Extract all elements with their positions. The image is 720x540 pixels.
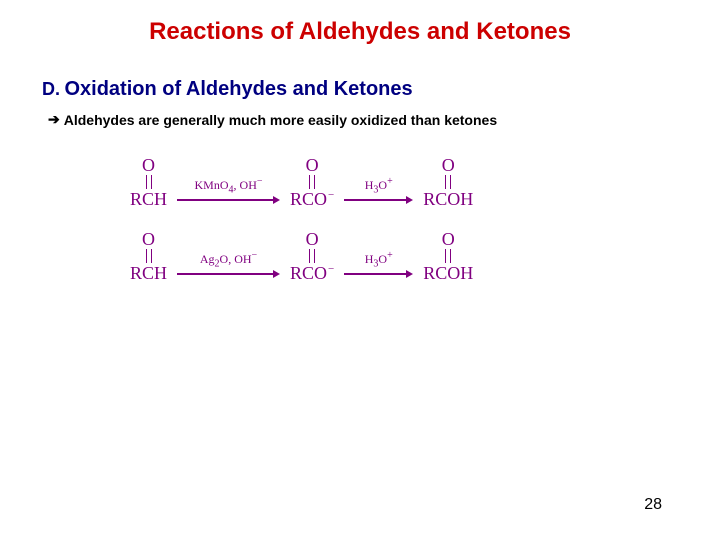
mol-base: RCH bbox=[130, 190, 167, 208]
mol-carboxylate-1: O RCO− bbox=[290, 156, 334, 208]
mol-oxygen: O bbox=[306, 230, 319, 248]
arrow-label-kmno4: KMnO4, OH− bbox=[195, 176, 263, 195]
slide-title: Reactions of Aldehydes and Ketones bbox=[0, 0, 720, 46]
mol-carboxylate-2: O RCO− bbox=[290, 230, 334, 282]
mol-oxygen: O bbox=[142, 230, 155, 248]
reaction-arrow-1b: H3O+ bbox=[344, 176, 413, 204]
section-heading: Oxidation of Aldehydes and Ketones bbox=[64, 78, 412, 100]
arrow-head-icon bbox=[406, 270, 413, 278]
arrow-icon bbox=[177, 270, 280, 278]
mol-aldehyde-1: O RCH bbox=[130, 156, 167, 208]
bullet-text: Aldehydes are generally much more easily… bbox=[64, 112, 497, 128]
section-letter: D. bbox=[42, 79, 60, 99]
double-bond-icon bbox=[146, 249, 152, 263]
mol-base: RCH bbox=[130, 264, 167, 282]
arrow-label-h3o: H3O+ bbox=[365, 250, 393, 269]
arrow-label-ag2o: Ag2O, OH− bbox=[200, 250, 257, 269]
reaction-row-2: O RCH Ag2O, OH− O RCO− H3O+ bbox=[130, 230, 720, 282]
arrow-head-icon bbox=[406, 196, 413, 204]
arrow-head-icon bbox=[273, 270, 280, 278]
mol-base: RCOH bbox=[423, 264, 473, 282]
mol-base: RCO− bbox=[290, 264, 334, 282]
arrow-icon bbox=[344, 196, 413, 204]
arrow-stem bbox=[177, 273, 273, 274]
mol-oxygen: O bbox=[142, 156, 155, 174]
mol-base: RCOH bbox=[423, 190, 473, 208]
double-bond-icon bbox=[445, 175, 451, 189]
reaction-schemes: O RCH KMnO4, OH− O RCO− H3O+ bbox=[0, 156, 720, 282]
mol-aldehyde-2: O RCH bbox=[130, 230, 167, 282]
page-number: 28 bbox=[644, 496, 662, 514]
bullet-row: ➔ Aldehydes are generally much more easi… bbox=[0, 111, 720, 128]
reaction-arrow-1a: KMnO4, OH− bbox=[177, 176, 280, 204]
arrow-stem bbox=[344, 273, 406, 274]
arrow-icon bbox=[177, 196, 280, 204]
mol-base: RCO− bbox=[290, 190, 334, 208]
double-bond-icon bbox=[445, 249, 451, 263]
reaction-arrow-2b: H3O+ bbox=[344, 250, 413, 278]
mol-carboxylic-acid-2: O RCOH bbox=[423, 230, 473, 282]
section-d: D. Oxidation of Aldehydes and Ketones bbox=[0, 78, 720, 101]
mol-oxygen: O bbox=[442, 156, 455, 174]
arrow-head-icon bbox=[273, 196, 280, 204]
bullet-arrow-icon: ➔ bbox=[48, 111, 60, 128]
double-bond-icon bbox=[146, 175, 152, 189]
double-bond-icon bbox=[309, 249, 315, 263]
double-bond-icon bbox=[309, 175, 315, 189]
reaction-arrow-2a: Ag2O, OH− bbox=[177, 250, 280, 278]
arrow-icon bbox=[344, 270, 413, 278]
arrow-label-h3o: H3O+ bbox=[365, 176, 393, 195]
mol-oxygen: O bbox=[442, 230, 455, 248]
arrow-stem bbox=[344, 199, 406, 200]
reaction-row-1: O RCH KMnO4, OH− O RCO− H3O+ bbox=[130, 156, 720, 208]
mol-carboxylic-acid-1: O RCOH bbox=[423, 156, 473, 208]
arrow-stem bbox=[177, 199, 273, 200]
mol-oxygen: O bbox=[306, 156, 319, 174]
